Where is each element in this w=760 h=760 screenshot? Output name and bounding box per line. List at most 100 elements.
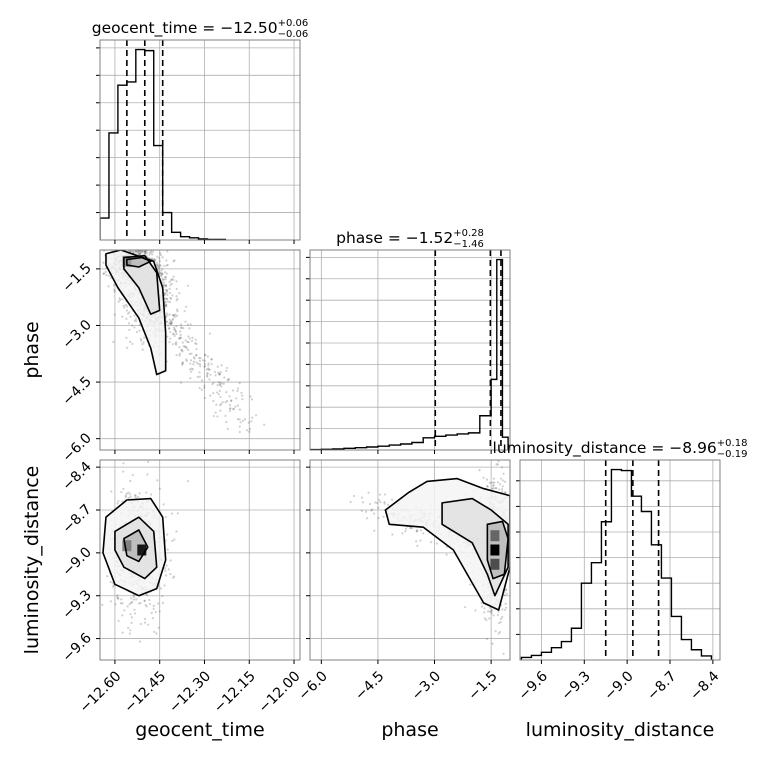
sample-point [169, 322, 172, 325]
sample-point [192, 363, 195, 366]
sample-point [179, 330, 182, 333]
sample-point [116, 596, 119, 599]
sample-point [161, 272, 164, 276]
sample-point [170, 297, 173, 300]
sample-point [134, 247, 136, 249]
sample-point [109, 600, 112, 603]
sample-point [175, 287, 178, 291]
sample-point [158, 610, 161, 613]
sample-point [112, 585, 115, 588]
sample-point [128, 602, 131, 606]
sample-point [113, 288, 116, 292]
sample-point [207, 367, 210, 370]
sample-point [172, 275, 175, 278]
panel-frame [99, 459, 301, 661]
sample-point [229, 407, 232, 410]
sample-point [246, 429, 249, 432]
sample-point [491, 642, 494, 645]
sample-point [419, 539, 422, 542]
sample-point [386, 503, 390, 506]
sample-point [512, 510, 514, 512]
title-equals: = [383, 229, 406, 247]
sample-point [492, 484, 496, 487]
sample-point [178, 352, 181, 355]
sample-point [122, 304, 125, 307]
sample-point [165, 564, 168, 567]
sample-point [250, 420, 253, 423]
sample-point [175, 295, 178, 298]
y-tick-label: −4.5 [59, 374, 94, 409]
sample-point [184, 339, 187, 342]
sample-point [207, 362, 210, 365]
y-tick-label: −9.6 [59, 630, 94, 665]
sample-point [156, 263, 159, 266]
sample-point [132, 241, 134, 243]
sample-point [485, 637, 488, 640]
sample-point [209, 373, 212, 376]
sample-point [166, 533, 169, 536]
sample-point [113, 290, 116, 293]
sample-point [218, 372, 221, 376]
sample-point [161, 256, 164, 259]
x-tick-label: −12.30 [166, 668, 214, 716]
sample-point [114, 603, 117, 606]
sample-point [122, 470, 125, 473]
sample-point [137, 246, 139, 248]
title-equals: = [197, 19, 220, 37]
sample-point [515, 513, 517, 515]
sample-point [140, 339, 143, 342]
sample-point [168, 341, 171, 344]
sample-point [499, 620, 502, 624]
sample-point [142, 341, 145, 344]
sample-point [517, 543, 519, 545]
sample-point [117, 300, 120, 303]
sample-point [196, 375, 199, 378]
sample-point [135, 320, 138, 323]
sample-point [130, 601, 133, 604]
sample-point [131, 246, 133, 248]
sample-point [241, 419, 244, 422]
sample-point [185, 305, 188, 308]
sample-point [231, 389, 235, 392]
sample-point [503, 608, 506, 612]
sample-point [149, 235, 151, 237]
sample-point [176, 512, 179, 515]
sample-point [130, 324, 134, 327]
x-tick-label: −3.0 [409, 668, 444, 703]
sample-point [179, 333, 182, 337]
sample-point [173, 328, 176, 331]
sample-point [143, 599, 146, 603]
sample-point [166, 300, 170, 303]
sample-point [154, 259, 157, 262]
sample-point [243, 418, 247, 421]
sample-point [169, 337, 172, 340]
sample-point [166, 289, 169, 292]
sample-point [488, 617, 491, 620]
sample-point [139, 252, 142, 255]
sample-point [128, 328, 131, 331]
sample-point [512, 584, 514, 586]
sample-point [128, 311, 131, 314]
sample-point [482, 476, 485, 479]
sample-point [203, 362, 207, 365]
sample-point [148, 253, 151, 256]
sample-point [194, 342, 197, 345]
sample-point [178, 292, 181, 295]
contour-line [441, 497, 509, 597]
sample-point [185, 359, 188, 362]
sample-point [206, 355, 209, 358]
sample-point [251, 416, 254, 419]
sample-point [504, 606, 508, 609]
sample-point [189, 359, 193, 362]
sample-point [205, 374, 209, 377]
sample-point [161, 277, 164, 280]
sample-point [179, 336, 182, 339]
sample-point [156, 264, 160, 268]
sample-point [138, 251, 141, 255]
sample-point [190, 370, 193, 373]
sample-point [483, 617, 487, 620]
sample-point [496, 463, 499, 466]
sample-point [186, 480, 190, 483]
sample-point [469, 583, 472, 586]
sample-point [232, 408, 235, 411]
